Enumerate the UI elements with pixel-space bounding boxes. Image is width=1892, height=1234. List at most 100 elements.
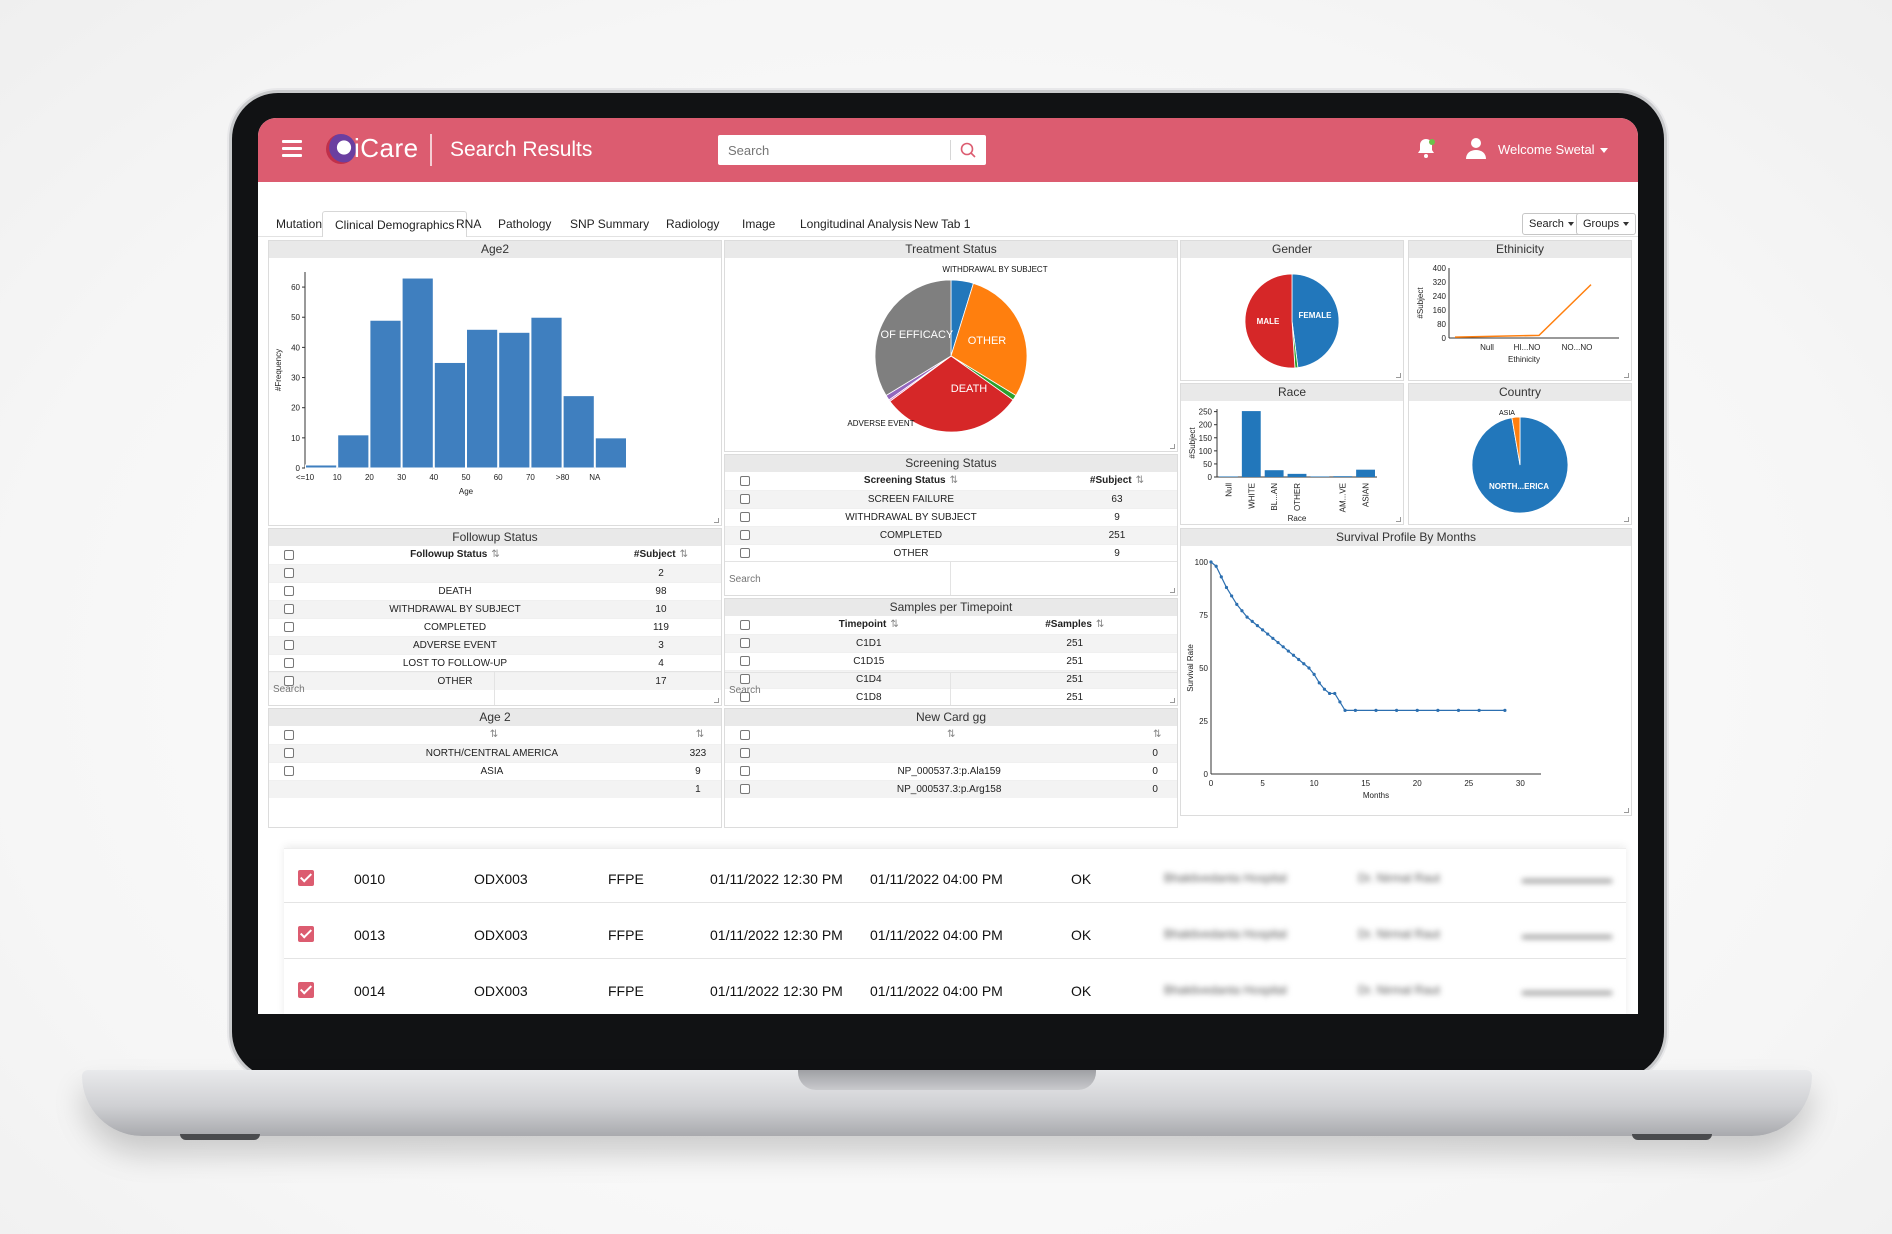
row-checkbox[interactable] <box>284 603 294 614</box>
table-search-input[interactable] <box>725 673 951 705</box>
resize-handle[interactable] <box>714 698 719 703</box>
row-checkbox[interactable] <box>284 621 294 632</box>
sort-icon[interactable]: ⇅ <box>491 549 500 561</box>
chevron-down-icon[interactable] <box>1600 148 1608 153</box>
sort-icon[interactable]: ⇅ <box>949 475 959 487</box>
tab-pathology[interactable]: Pathology <box>498 217 552 231</box>
select-all-checkbox[interactable] <box>740 619 750 630</box>
select-all-checkbox[interactable] <box>740 475 750 486</box>
select-all-checkbox[interactable] <box>740 729 750 740</box>
tab-new-tab-1[interactable]: New Tab 1 <box>914 217 971 231</box>
column-header[interactable]: Timepoint ⇅ <box>838 619 899 631</box>
menu-icon[interactable] <box>282 140 302 158</box>
row-checkbox-checked[interactable] <box>298 870 314 886</box>
table-row[interactable]: DEATH 98 <box>269 581 721 600</box>
table-row[interactable]: WITHDRAWAL BY SUBJECT 9 <box>725 507 1177 526</box>
row-checkbox[interactable] <box>740 655 750 666</box>
column-header[interactable]: ⇅ <box>675 726 721 744</box>
table-row[interactable]: 1 <box>269 779 721 798</box>
sort-icon[interactable]: ⇅ <box>1095 619 1105 631</box>
table-row[interactable]: C1D1 251 <box>725 633 1177 652</box>
row-checkbox[interactable] <box>740 765 750 776</box>
search-dropdown[interactable]: Search <box>1522 213 1581 235</box>
resize-handle[interactable] <box>1624 808 1629 813</box>
resize-handle[interactable] <box>1170 444 1175 449</box>
sort-icon[interactable]: ⇅ <box>890 619 899 631</box>
column-header[interactable]: Screening Status ⇅ <box>863 475 959 487</box>
table-row[interactable]: SCREEN FAILURE 63 <box>725 489 1177 508</box>
row-checkbox[interactable] <box>284 657 294 668</box>
tab-mutation[interactable]: Mutation <box>276 217 323 231</box>
table-row[interactable]: ASIA 9 <box>269 761 721 780</box>
table-row[interactable]: ADVERSE EVENT 3 <box>269 635 721 654</box>
column-header[interactable]: Followup Status ⇅ <box>410 549 500 561</box>
table-search-input[interactable] <box>269 672 495 705</box>
tab-clinical-demographics[interactable]: Clinical Demographics <box>322 211 468 237</box>
sort-icon[interactable]: ⇅ <box>695 729 705 741</box>
resize-handle[interactable] <box>1170 588 1175 593</box>
tab-rna[interactable]: RNA <box>456 217 482 231</box>
user-avatar-icon[interactable] <box>1464 136 1488 160</box>
table-row[interactable]: NORTH/CENTRAL AMERICA 323 <box>269 743 721 762</box>
sort-icon[interactable]: ⇅ <box>946 729 956 741</box>
row-checkbox-checked[interactable] <box>298 982 314 998</box>
resize-handle[interactable] <box>1624 373 1629 378</box>
column-header[interactable]: ⇅ <box>1133 726 1177 744</box>
tab-snp-summary[interactable]: SNP Summary <box>570 217 650 231</box>
table-row[interactable]: C1D15 251 <box>725 651 1177 670</box>
resize-handle[interactable] <box>1170 698 1175 703</box>
welcome-text[interactable]: Welcome Swetal <box>1498 142 1595 157</box>
notification-bell-icon[interactable] <box>1414 136 1438 160</box>
data-point <box>1266 632 1270 636</box>
list-item[interactable]: 0014 ODX003 FFPE 01/11/2022 12:30 PM 01/… <box>284 969 1626 1014</box>
row-checkbox-checked[interactable] <box>298 926 314 942</box>
table-row[interactable]: 2 <box>269 563 721 582</box>
resize-handle[interactable] <box>1396 517 1401 522</box>
tab-radiology[interactable]: Radiology <box>666 217 720 231</box>
row-checkbox[interactable] <box>284 585 294 596</box>
row-checkbox[interactable] <box>740 637 750 648</box>
row-checkbox[interactable] <box>284 567 294 578</box>
list-item[interactable]: 0013 ODX003 FFPE 01/11/2022 12:30 PM 01/… <box>284 913 1626 959</box>
survival-line-chart: 0 25 50 75 100 0 5 10 15 20 25 30 Months Survival Rat… <box>1186 558 1541 800</box>
search-icon[interactable] <box>960 142 976 158</box>
y-tick-label: 75 <box>1199 611 1208 620</box>
groups-dropdown[interactable]: Groups <box>1576 213 1637 235</box>
table-row[interactable]: COMPLETED 119 <box>269 617 721 636</box>
sort-icon[interactable]: ⇅ <box>489 729 499 741</box>
table-row[interactable]: WITHDRAWAL BY SUBJECT 10 <box>269 599 721 618</box>
resize-handle[interactable] <box>714 518 719 523</box>
select-all-checkbox[interactable] <box>284 549 294 560</box>
row-checkbox[interactable] <box>740 548 750 559</box>
tab-longitudinal-analysis[interactable]: Longitudinal Analysis <box>800 217 913 231</box>
search-input[interactable] <box>718 135 950 165</box>
select-all-checkbox[interactable] <box>284 729 294 740</box>
sort-icon[interactable]: ⇅ <box>1152 729 1162 741</box>
resize-handle[interactable] <box>1396 373 1401 378</box>
table-search-input[interactable] <box>725 562 951 595</box>
resize-handle[interactable] <box>1624 517 1629 522</box>
row-checkbox[interactable] <box>284 639 294 650</box>
table-row[interactable]: 0 <box>725 743 1177 762</box>
list-item[interactable]: 0010 ODX003 FFPE 01/11/2022 12:30 PM 01/… <box>284 857 1626 903</box>
table-row[interactable]: NP_000537.3:p.Ala159 0 <box>725 761 1177 780</box>
column-header[interactable]: ⇅ <box>309 726 675 744</box>
column-header[interactable]: ⇅ <box>765 726 1133 744</box>
column-header[interactable]: #Subject ⇅ <box>1089 475 1144 487</box>
row-checkbox[interactable] <box>284 765 294 776</box>
row-checkbox[interactable] <box>284 747 294 758</box>
column-header[interactable]: #Subject ⇅ <box>633 549 688 561</box>
tab-image[interactable]: Image <box>742 217 776 231</box>
table-row[interactable]: NP_000537.3:p.Arg158 0 <box>725 779 1177 798</box>
sort-icon[interactable]: ⇅ <box>679 549 688 561</box>
row-checkbox[interactable] <box>740 529 750 540</box>
table-row[interactable]: OTHER 9 <box>725 543 1177 562</box>
row-checkbox[interactable] <box>740 784 750 795</box>
row-checkbox[interactable] <box>740 493 750 504</box>
table-row[interactable]: COMPLETED 251 <box>725 525 1177 544</box>
row-checkbox[interactable] <box>740 511 750 522</box>
column-header[interactable]: #Samples ⇅ <box>1045 619 1105 631</box>
table-row[interactable]: LOST TO FOLLOW-UP 4 <box>269 653 721 672</box>
row-checkbox[interactable] <box>740 747 750 758</box>
sort-icon[interactable]: ⇅ <box>1135 475 1144 487</box>
